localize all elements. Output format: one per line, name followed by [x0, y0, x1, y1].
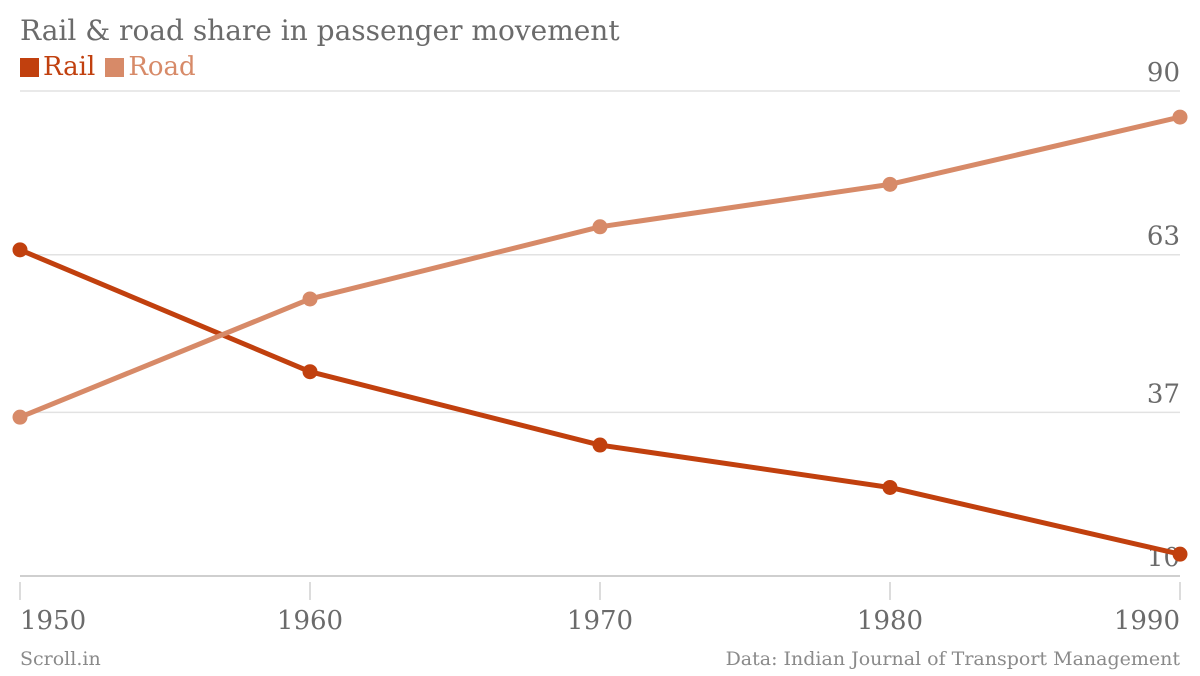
x-tick-label-1970: 1970: [567, 606, 633, 636]
y-tick-label-90: 90: [1147, 58, 1180, 88]
data-point-rail-1970: [592, 437, 608, 453]
legend-label-rail: Rail: [43, 52, 96, 82]
y-tick-label-37: 37: [1147, 379, 1180, 409]
series-line-road: [17, 114, 1183, 420]
x-tick-label-1950: 1950: [20, 606, 86, 636]
data-point-rail-1960: [302, 364, 318, 380]
chart-title: Rail & road share in passenger movement: [20, 14, 620, 47]
data-point-road-1970: [592, 219, 608, 235]
legend-item-rail: Rail: [20, 52, 95, 82]
legend-swatch-road: [105, 57, 125, 77]
data-point-rail-1980: [882, 479, 898, 495]
source-brand: Scroll.in: [20, 648, 101, 670]
legend-label-road: Road: [128, 52, 196, 82]
data-point-rail-1990: [1172, 546, 1188, 562]
series-lines: [12, 109, 1188, 562]
legend-swatch-rail: [20, 57, 39, 77]
series-line-rail: [17, 247, 1183, 557]
y-tick-label-63: 63: [1147, 222, 1180, 252]
data-point-road-1950: [12, 409, 28, 425]
grid-lines: [20, 90, 1180, 577]
data-source-note: Data: Indian Journal of Transport Manage…: [725, 648, 1180, 670]
legend: Rail Road: [20, 52, 196, 82]
data-point-road-1990: [1172, 109, 1188, 125]
x-tick-label-1960: 1960: [277, 606, 343, 636]
x-axis-labels: 1950 1960 1970 1980 1990: [19, 582, 1181, 636]
data-point-rail-1950: [12, 242, 28, 258]
x-tick-label-1990: 1990: [1114, 606, 1180, 636]
data-point-road-1960: [302, 291, 318, 307]
legend-item-road: Road: [105, 52, 196, 82]
data-point-road-1980: [882, 176, 898, 192]
x-tick-label-1980: 1980: [857, 606, 923, 636]
